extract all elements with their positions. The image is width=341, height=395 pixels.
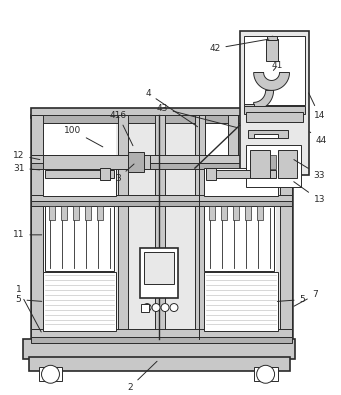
Bar [250, 150, 270, 178]
Bar [43, 168, 116, 196]
Text: 1: 1 [16, 285, 41, 332]
Bar [73, 206, 79, 220]
Bar [31, 195, 292, 203]
Bar [240, 31, 309, 175]
Bar [144, 252, 174, 284]
Bar [244, 36, 306, 105]
Bar [49, 206, 56, 220]
Text: 416: 416 [110, 111, 133, 146]
Text: 14: 14 [309, 93, 325, 120]
Text: 44: 44 [310, 132, 327, 145]
Bar [140, 248, 178, 297]
Bar [23, 339, 296, 359]
Text: 41: 41 [272, 61, 283, 70]
Bar [43, 155, 150, 169]
Bar [31, 115, 292, 123]
Bar [206, 168, 216, 180]
Circle shape [42, 365, 59, 383]
Bar [31, 155, 292, 165]
Bar [254, 134, 278, 138]
Bar [155, 115, 165, 339]
Bar [245, 206, 251, 220]
Circle shape [257, 365, 275, 383]
Bar [228, 115, 238, 339]
Text: 31: 31 [13, 164, 40, 173]
Text: 100: 100 [64, 126, 103, 147]
Bar [31, 108, 292, 118]
Bar [204, 272, 278, 331]
Bar [244, 104, 254, 108]
Text: 33: 33 [294, 160, 325, 180]
Bar [45, 170, 114, 178]
Text: 13: 13 [294, 182, 325, 205]
Bar [278, 150, 297, 178]
Bar [244, 106, 306, 114]
Bar [206, 170, 276, 178]
Circle shape [152, 304, 160, 312]
Text: 5: 5 [277, 295, 305, 304]
Circle shape [170, 304, 178, 312]
Bar [39, 367, 62, 381]
Bar [61, 206, 68, 220]
Bar [100, 168, 110, 180]
Text: 12: 12 [13, 150, 40, 160]
Bar [29, 357, 290, 371]
Bar [31, 115, 43, 339]
Bar [97, 206, 103, 220]
Bar [221, 206, 227, 220]
Bar [209, 206, 215, 220]
Text: 2: 2 [127, 361, 157, 392]
Bar [280, 115, 292, 339]
Text: 43: 43 [156, 104, 237, 128]
Text: 4: 4 [145, 89, 197, 127]
Bar [195, 115, 205, 339]
Bar [233, 206, 239, 220]
Bar [204, 168, 278, 196]
Polygon shape [254, 73, 290, 90]
Polygon shape [254, 90, 273, 110]
Bar [128, 152, 144, 172]
Text: 7: 7 [294, 290, 318, 306]
Bar [254, 367, 278, 381]
Bar [118, 115, 128, 339]
Bar [31, 201, 292, 206]
Bar [85, 206, 91, 220]
Bar [270, 155, 276, 169]
Bar [202, 123, 276, 342]
Bar [128, 123, 193, 342]
Circle shape [143, 304, 151, 312]
Text: 11: 11 [13, 230, 42, 239]
Bar [31, 329, 292, 341]
Circle shape [161, 304, 169, 312]
Bar [266, 39, 278, 60]
Bar [257, 206, 263, 220]
Bar [31, 115, 292, 344]
Bar [204, 206, 273, 271]
Bar [246, 145, 301, 187]
Text: 5: 5 [16, 295, 42, 304]
Bar [31, 337, 292, 343]
Bar [43, 272, 116, 331]
Bar [141, 304, 149, 312]
Bar [45, 206, 114, 271]
Bar [267, 36, 277, 40]
Bar [31, 163, 292, 169]
Bar [43, 123, 116, 342]
Bar [248, 130, 287, 138]
Bar [246, 112, 303, 122]
Text: 3: 3 [115, 164, 134, 182]
Text: 42: 42 [209, 39, 269, 53]
